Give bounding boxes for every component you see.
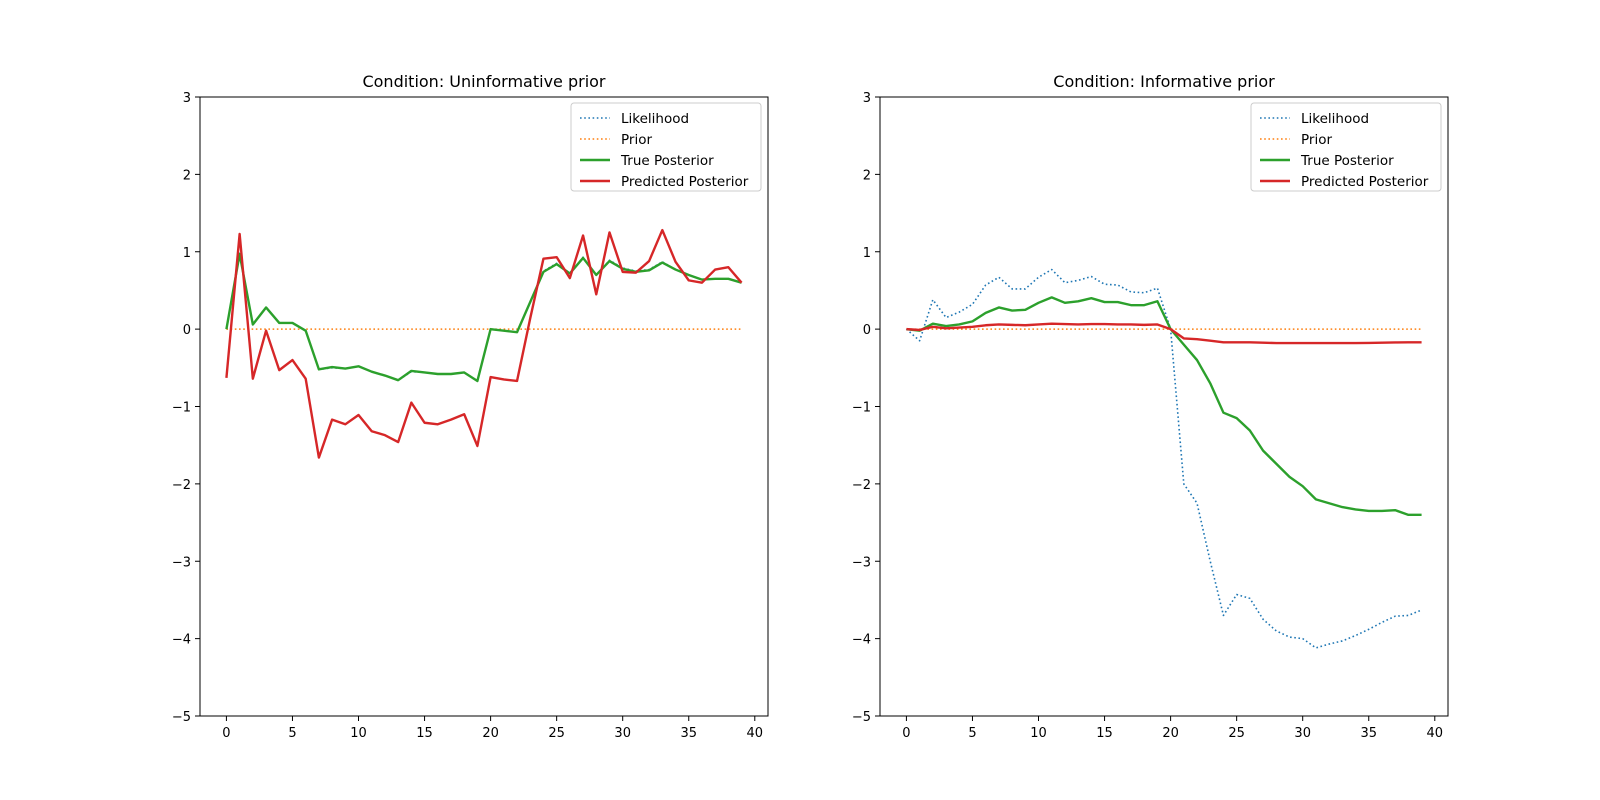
- series-group: [905, 268, 1422, 649]
- y-tick-label: −4: [172, 633, 191, 648]
- series-line-true-posterior: [225, 252, 742, 383]
- y-tick-label: 1: [863, 246, 871, 261]
- y-tick-label: −2: [172, 478, 191, 493]
- legend-label-predicted-posterior: Predicted Posterior: [1301, 174, 1429, 190]
- x-tick-label: 0: [902, 726, 910, 741]
- chart-title: Condition: Informative prior: [1053, 72, 1275, 91]
- x-tick-label: 15: [416, 726, 433, 741]
- legend-label-prior: Prior: [1301, 132, 1332, 148]
- x-tick-label: 35: [1360, 726, 1377, 741]
- x-tick-label: 5: [968, 726, 976, 741]
- y-tick-label: 3: [863, 91, 871, 106]
- chart-title: Condition: Uninformative prior: [362, 72, 605, 91]
- y-tick-label: 3: [183, 91, 191, 106]
- x-tick-label: 40: [747, 726, 764, 741]
- x-tick-label: 10: [1030, 726, 1047, 741]
- legend-label-likelihood: Likelihood: [621, 111, 689, 127]
- x-tick-label: 35: [680, 726, 697, 741]
- legend: Likelihood Prior True Posterior Predicted P…: [1250, 102, 1442, 192]
- legend-label-predicted-posterior: Predicted Posterior: [621, 174, 749, 190]
- x-tick-label: 15: [1096, 726, 1113, 741]
- legend-label-prior: Prior: [621, 132, 652, 148]
- x-tick-label: 0: [222, 726, 230, 741]
- legend-box: [570, 102, 762, 192]
- legend-label-true-posterior: True Posterior: [620, 153, 714, 169]
- x-tick-label: 30: [614, 726, 631, 741]
- legend-box: [1250, 102, 1442, 192]
- x-tick-label: 40: [1427, 726, 1444, 741]
- series-line-predicted-posterior: [906, 322, 1422, 345]
- series-line-likelihood: [905, 268, 1422, 649]
- x-tick-label: 30: [1294, 726, 1311, 741]
- legend-label-true-posterior: True Posterior: [1300, 153, 1394, 169]
- y-tick-label: −3: [172, 555, 191, 570]
- y-tick-label: 2: [183, 168, 191, 183]
- y-tick-label: −4: [852, 633, 871, 648]
- x-tick-label: 25: [1228, 726, 1245, 741]
- x-tick-label: 10: [350, 726, 367, 741]
- legend-label-likelihood: Likelihood: [1301, 111, 1369, 127]
- series-group: [225, 228, 743, 459]
- y-tick-label: −5: [172, 710, 191, 725]
- legend: Likelihood Prior True Posterior Predicted P…: [570, 102, 762, 192]
- y-tick-label: −1: [852, 401, 871, 416]
- series-line-predicted-posterior: [225, 228, 743, 459]
- x-tick-label: 20: [482, 726, 499, 741]
- x-tick-label: 5: [288, 726, 296, 741]
- y-tick-label: 2: [863, 168, 871, 183]
- y-tick-label: 0: [863, 323, 871, 338]
- x-tick-label: 20: [1162, 726, 1179, 741]
- y-tick-label: −1: [172, 401, 191, 416]
- series-line-likelihood: [225, 252, 742, 382]
- y-tick-label: −5: [852, 710, 871, 725]
- x-tick-label: 25: [548, 726, 565, 741]
- series-line-true-posterior: [906, 296, 1422, 517]
- y-tick-label: −3: [852, 555, 871, 570]
- y-tick-label: 0: [183, 323, 191, 338]
- y-tick-label: −2: [852, 478, 871, 493]
- y-tick-label: 1: [183, 246, 191, 261]
